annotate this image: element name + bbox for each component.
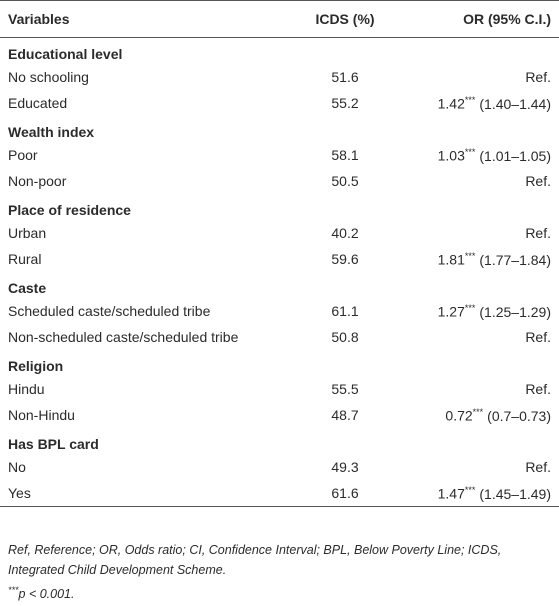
data-row: Scheduled caste/scheduled tribe 61.1 1.27*… — [0, 298, 559, 324]
or-value: 1.03 — [437, 147, 465, 164]
data-row: Rural 59.6 1.81*** (1.77–1.84) — [0, 246, 559, 272]
data-row: Poor 58.1 1.03*** (1.01–1.05) — [0, 142, 559, 168]
group-row: Wealth index — [0, 116, 559, 142]
icds-value: 48.7 — [331, 407, 359, 423]
or-cell: 1.81*** (1.77–1.84) — [438, 251, 551, 268]
variable-label: No — [8, 459, 26, 475]
variable-label: Non-poor — [8, 173, 67, 189]
group-title: Wealth index — [8, 124, 95, 140]
data-row: Educated 55.2 1.42*** (1.40–1.44) — [0, 90, 559, 116]
icds-value: 51.6 — [331, 69, 359, 85]
or-ref: Ref. — [525, 329, 551, 345]
or-value: 1.42 — [437, 95, 465, 112]
group-row: Caste — [0, 272, 559, 298]
data-row: Non-scheduled caste/scheduled tribe 50.8 R… — [0, 324, 559, 350]
or-ci: (1.01–1.05) — [479, 147, 551, 164]
icds-value: 58.1 — [331, 147, 359, 163]
icds-value: 55.2 — [331, 95, 359, 111]
or-cell: 1.03*** (1.01–1.05) — [438, 147, 551, 164]
or-sig: *** — [464, 251, 476, 261]
group-title: Has BPL card — [8, 436, 99, 452]
variable-label: No schooling — [8, 69, 89, 85]
or-cell: 0.72*** (0.7–0.73) — [445, 407, 551, 424]
or-sig: *** — [472, 407, 484, 417]
group-title: Caste — [8, 280, 47, 296]
or-sig: *** — [464, 95, 476, 105]
or-value: 1.47 — [437, 485, 465, 502]
or-cell: 1.47*** (1.45–1.49) — [438, 485, 551, 502]
variable-label: Scheduled caste/scheduled tribe — [8, 303, 211, 319]
icds-value: 50.5 — [331, 173, 359, 189]
data-row: Yes 61.6 1.47*** (1.45–1.49) — [0, 480, 559, 507]
variable-label: Hindu — [8, 381, 45, 397]
or-ref: Ref. — [525, 69, 551, 85]
group-title: Educational level — [8, 46, 123, 62]
header-cell: ICDS (%) — [315, 11, 375, 27]
or-ref: Ref. — [525, 173, 551, 189]
abbreviations-note: Ref, Reference; OR, Odds ratio; CI, Conf… — [8, 543, 502, 577]
significance-note: ***p < 0.001. — [8, 580, 548, 604]
header-cell: Variables — [8, 11, 70, 27]
icds-value: 61.1 — [331, 303, 359, 319]
variable-label: Poor — [8, 147, 38, 163]
sig-text: p < 0.001. — [18, 587, 75, 602]
group-row: Place of residence — [0, 194, 559, 220]
or-value: 1.27 — [437, 303, 465, 320]
or-sig: *** — [464, 485, 476, 495]
group-title: Religion — [8, 358, 64, 374]
or-sig: *** — [464, 147, 476, 157]
or-value: 0.72 — [445, 407, 473, 424]
or-sig: *** — [464, 303, 476, 313]
variable-label: Educated — [8, 95, 68, 111]
group-row: Has BPL card — [0, 428, 559, 454]
or-ci: (0.7–0.73) — [487, 407, 551, 424]
or-ref: Ref. — [525, 381, 551, 397]
data-row: No 49.3 Ref. — [0, 454, 559, 480]
table: Variables ICDS (%) OR (95% C.I.) Educationa… — [0, 0, 559, 507]
icds-value: 40.2 — [331, 225, 359, 241]
icds-value: 50.8 — [331, 329, 359, 345]
group-title: Place of residence — [8, 202, 131, 218]
or-ci: (1.77–1.84) — [479, 251, 551, 268]
icds-value: 61.6 — [331, 485, 359, 501]
data-row: Urban 40.2 Ref. — [0, 220, 559, 246]
footnotes: Ref, Reference; OR, Odds ratio; CI, Conf… — [8, 540, 548, 604]
variable-label: Yes — [8, 485, 31, 501]
data-row: No schooling 51.6 Ref. — [0, 64, 559, 90]
or-ci: (1.25–1.29) — [479, 303, 551, 320]
variable-label: Urban — [8, 225, 47, 241]
or-ci: (1.40–1.44) — [479, 95, 551, 112]
header-row: Variables ICDS (%) OR (95% C.I.) — [0, 0, 559, 38]
or-cell: 1.27*** (1.25–1.29) — [438, 303, 551, 320]
or-cell: 1.42*** (1.40–1.44) — [438, 95, 551, 112]
icds-value: 59.6 — [331, 251, 359, 267]
group-row: Educational level — [0, 38, 559, 64]
group-row: Religion — [0, 350, 559, 376]
or-ref: Ref. — [525, 225, 551, 241]
variable-label: Non-Hindu — [8, 407, 75, 423]
icds-value: 49.3 — [331, 459, 359, 475]
variable-label: Non-scheduled caste/scheduled tribe — [8, 329, 239, 345]
or-value: 1.81 — [437, 251, 465, 268]
data-row: Hindu 55.5 Ref. — [0, 376, 559, 402]
header-cell: OR (95% C.I.) — [463, 11, 551, 27]
data-row: Non-Hindu 48.7 0.72*** (0.7–0.73) — [0, 402, 559, 428]
sig-stars: *** — [8, 585, 19, 595]
icds-value: 55.5 — [331, 381, 359, 397]
or-ci: (1.45–1.49) — [479, 485, 551, 502]
variable-label: Rural — [8, 251, 42, 267]
or-ref: Ref. — [525, 459, 551, 475]
data-row: Non-poor 50.5 Ref. — [0, 168, 559, 194]
